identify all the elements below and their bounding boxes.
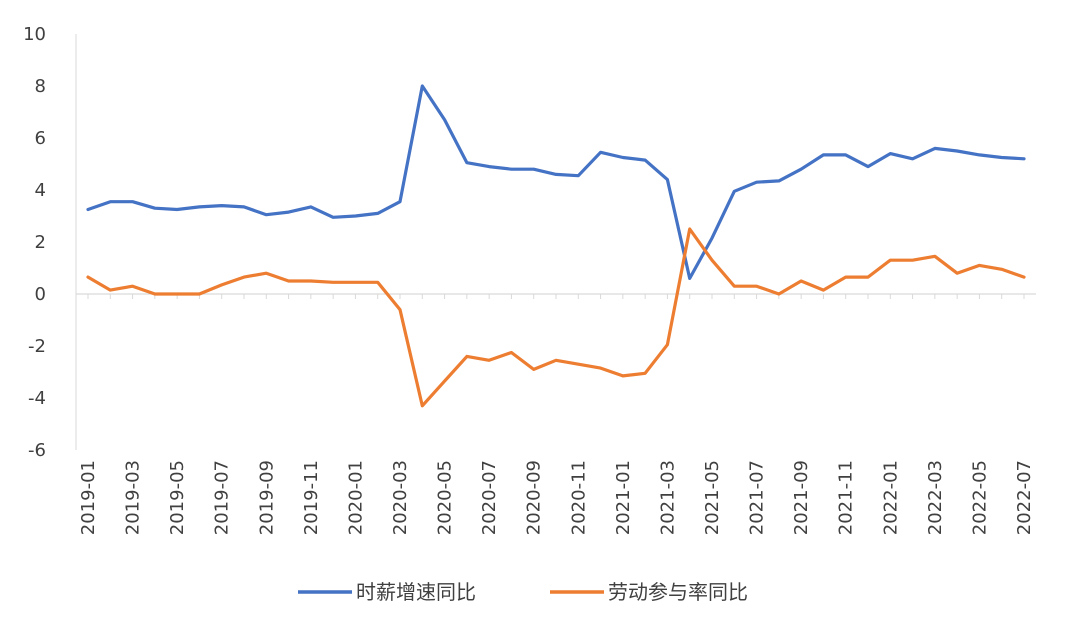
y-tick-label: 8 xyxy=(35,76,46,97)
y-tick-label: 2 xyxy=(35,232,46,253)
series-line-2 xyxy=(86,227,1026,408)
x-tick-label: 2020-05 xyxy=(435,460,456,535)
legend: 时薪增速同比 劳动参与率同比 xyxy=(298,580,748,604)
y-tick-label: -4 xyxy=(28,388,46,409)
x-tick-label: 2020-09 xyxy=(524,460,545,535)
x-tick-label: 2021-05 xyxy=(702,460,723,535)
legend-label-1: 时薪增速同比 xyxy=(356,580,476,604)
x-tick-label: 2021-03 xyxy=(657,460,678,535)
y-tick-label: 4 xyxy=(35,180,46,201)
series-layer xyxy=(86,84,1026,408)
x-tick-label: 2022-05 xyxy=(969,460,990,535)
y-axis: 10 8 6 4 2 0 -2 -4 -6 xyxy=(23,24,77,461)
x-tick-label: 2022-03 xyxy=(925,460,946,535)
x-tick-label: 2019-03 xyxy=(123,460,144,535)
x-axis: 2019-01 2019-03 2019-05 2019-07 2019-09 2019-… xyxy=(76,293,1036,535)
y-tick-label: 6 xyxy=(35,128,46,149)
y-tick-label: -6 xyxy=(28,440,46,461)
x-tick-label: 2020-01 xyxy=(345,460,366,535)
x-tick-label: 2020-03 xyxy=(390,460,411,535)
legend-label-2: 劳动参与率同比 xyxy=(608,580,748,604)
x-tick-label: 2021-01 xyxy=(613,460,634,535)
x-tick-label: 2019-11 xyxy=(301,460,322,535)
x-tick-label: 2019-01 xyxy=(78,460,99,535)
y-tick-label: 0 xyxy=(35,284,46,305)
x-tick-label: 2021-11 xyxy=(836,460,857,535)
x-tick-label: 2019-09 xyxy=(256,460,277,535)
x-tick-label: 2021-09 xyxy=(791,460,812,535)
y-tick-label: -2 xyxy=(28,336,46,357)
x-tick-label: 2020-11 xyxy=(568,460,589,535)
x-tick-label: 2021-07 xyxy=(747,460,768,535)
series-line-1 xyxy=(86,84,1026,280)
x-tick-label: 2022-07 xyxy=(1014,460,1035,535)
x-tick-label: 2019-07 xyxy=(212,460,233,535)
x-tick-label: 2019-05 xyxy=(167,460,188,535)
x-tick-label: 2020-07 xyxy=(479,460,500,535)
x-tick-label: 2022-01 xyxy=(880,460,901,535)
y-tick-label: 10 xyxy=(23,24,46,45)
